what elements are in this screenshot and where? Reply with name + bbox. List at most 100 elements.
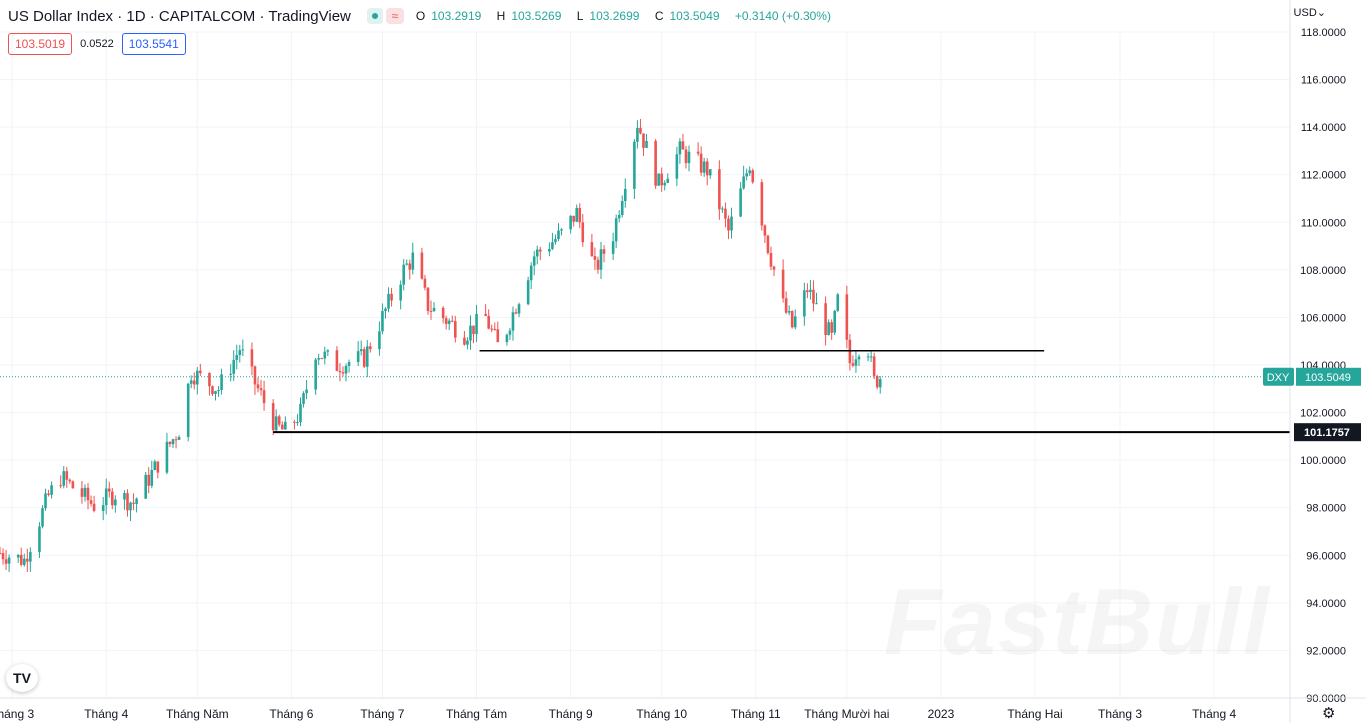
ask-button[interactable]: 103.5541	[121, 33, 186, 55]
currency-selector[interactable]: USD⌄	[1293, 7, 1326, 19]
y-tick-label: 102.0000	[1300, 408, 1346, 420]
candle-body	[399, 284, 402, 301]
bid-ask-panel: 103.5019 0.0522 103.5541	[8, 33, 186, 55]
candle-body	[772, 266, 776, 270]
candle-body	[153, 461, 157, 471]
candle-body	[708, 169, 712, 176]
candle-body	[16, 554, 20, 558]
candle-body	[450, 320, 454, 322]
candle-body	[314, 359, 317, 390]
candle-body	[7, 557, 11, 564]
candle-body	[639, 127, 642, 134]
candle-body	[338, 370, 342, 373]
candle-body	[189, 380, 193, 384]
price-axis[interactable]: 90.0000 92.0000 94.0000 96.0000 98.0000 100.0…	[1289, 0, 1346, 723]
candle-body	[718, 169, 721, 210]
candle-body	[1, 553, 5, 560]
candle-body	[848, 339, 852, 364]
y-tick-label: 118.0000	[1301, 27, 1346, 39]
open-value: 103.2919	[431, 9, 482, 23]
x-tick-label: Tháng 11	[731, 707, 781, 721]
candle-body	[132, 502, 135, 504]
candle-body	[596, 259, 600, 270]
candle-body	[229, 373, 232, 375]
candle-body	[208, 373, 211, 387]
approx-wave-icon[interactable]: ≈	[385, 8, 404, 24]
x-tick-label: 2023	[928, 707, 955, 721]
candle-body	[104, 488, 108, 506]
candle-body	[575, 207, 579, 222]
chevron-down-icon: ⌄	[1316, 7, 1326, 19]
x-tick-label: Tháng 4	[1192, 707, 1236, 721]
horizontal-line-tag: 101.1757	[1304, 427, 1350, 439]
candle-body	[129, 502, 132, 511]
candle-body	[463, 337, 466, 345]
candle-body	[0, 552, 2, 554]
candle-body	[642, 133, 645, 148]
tradingview-logo-icon[interactable]: TV	[6, 664, 38, 692]
candle-body	[174, 439, 178, 441]
candle-body	[705, 161, 709, 176]
candle-body	[423, 278, 427, 288]
candle-body	[4, 559, 8, 564]
last-price-tag: 103.5049	[1305, 372, 1351, 384]
candle-body	[65, 471, 69, 480]
y-tick-label: 94.0000	[1306, 598, 1346, 610]
horizontal-line-tag-bg	[1294, 423, 1361, 442]
candle-body	[812, 289, 815, 304]
candle-body	[803, 290, 806, 317]
y-tick-label: 112.0000	[1301, 170, 1346, 182]
candle-body	[192, 380, 196, 385]
x-tick-label: Tháng 9	[549, 707, 593, 721]
candle-body	[317, 358, 321, 360]
candle-body	[557, 230, 560, 240]
candle-body	[444, 318, 448, 324]
candle-body	[475, 313, 478, 335]
candle-body	[560, 229, 563, 231]
y-tick-label: 114.0000	[1301, 122, 1346, 134]
y-tick-label: 106.0000	[1300, 312, 1346, 324]
candle-body	[517, 304, 521, 314]
candle-body	[602, 249, 606, 254]
candle-body	[702, 161, 706, 173]
candle-body	[89, 500, 93, 504]
candle-body	[636, 127, 639, 142]
candle-body	[447, 320, 451, 324]
candlestick-series	[0, 118, 882, 573]
candle-body	[147, 474, 151, 486]
candle-body	[681, 141, 685, 150]
candle-body	[186, 383, 190, 437]
candle-body	[645, 140, 648, 148]
candle-body	[390, 293, 393, 301]
candle-body	[277, 416, 281, 425]
candle-body	[302, 393, 305, 404]
candle-body	[341, 372, 345, 374]
candle-body	[256, 384, 260, 389]
candle-body	[217, 390, 220, 392]
candle-body	[581, 222, 585, 243]
candle-body	[195, 370, 199, 385]
symbol-title[interactable]: US Dollar Index · 1D · CAPITALCOM · Trad…	[8, 7, 351, 25]
candle-body	[111, 491, 114, 506]
candle-body	[426, 287, 430, 312]
candle-body	[232, 359, 236, 374]
candle-body	[101, 505, 105, 511]
high-value: 103.5269	[511, 9, 562, 23]
candle-body	[496, 329, 500, 343]
bid-button[interactable]: 103.5019	[8, 33, 73, 55]
candle-body	[769, 252, 773, 267]
candle-body	[19, 554, 23, 565]
candle-body	[335, 350, 339, 371]
candle-body	[866, 356, 870, 358]
candle-body	[781, 269, 785, 299]
y-tick-label: 100.0000	[1300, 455, 1346, 467]
candle-body	[593, 256, 597, 260]
gear-icon[interactable]: ⚙	[1322, 705, 1336, 722]
time-axis[interactable]: Tháng 3 Tháng 4 Tháng Năm Tháng 6 Tháng 7 Thá…	[0, 697, 1366, 721]
candle-body	[878, 379, 882, 388]
candle-body	[262, 390, 266, 404]
horizontal-lines[interactable]: 101.1757	[273, 349, 1361, 442]
candle-body	[857, 356, 861, 360]
candle-body	[432, 307, 436, 312]
